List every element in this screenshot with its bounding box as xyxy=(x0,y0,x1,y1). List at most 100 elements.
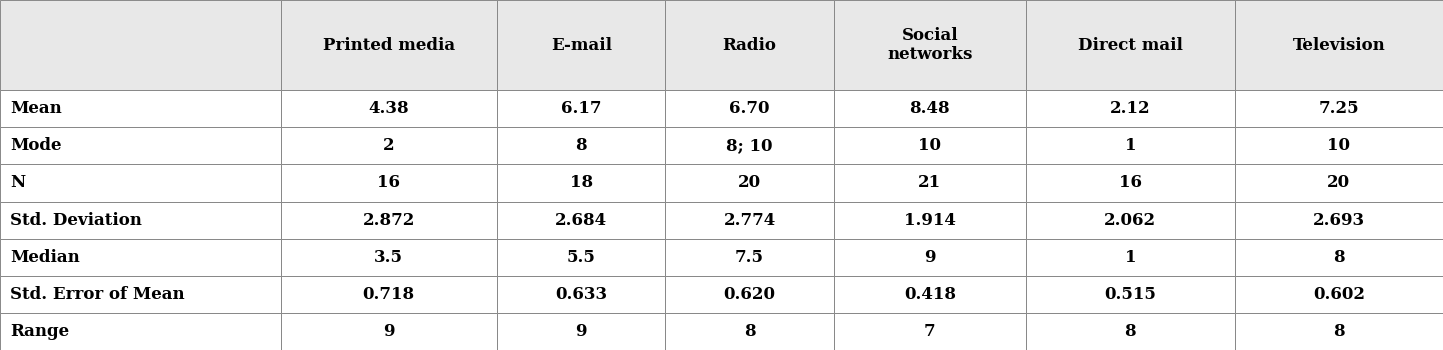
Bar xyxy=(0,164,280,202)
Text: 8: 8 xyxy=(743,323,755,340)
Bar xyxy=(1235,202,1443,239)
Bar xyxy=(280,164,496,202)
Bar xyxy=(496,127,665,164)
Text: 10: 10 xyxy=(918,137,941,154)
Text: Median: Median xyxy=(10,249,79,266)
Text: 2.12: 2.12 xyxy=(1110,100,1150,117)
Text: 4.38: 4.38 xyxy=(368,100,410,117)
Text: Radio: Radio xyxy=(723,37,776,54)
Bar xyxy=(0,239,280,276)
Text: 6.70: 6.70 xyxy=(729,100,769,117)
Text: Range: Range xyxy=(10,323,69,340)
Text: 0.633: 0.633 xyxy=(556,286,608,303)
Bar xyxy=(280,90,496,127)
Text: Television: Television xyxy=(1293,37,1385,54)
Bar xyxy=(665,90,834,127)
Bar xyxy=(496,90,665,127)
Text: 10: 10 xyxy=(1328,137,1351,154)
Text: 0.718: 0.718 xyxy=(362,286,416,303)
Bar xyxy=(1026,127,1235,164)
Bar xyxy=(665,164,834,202)
Text: 8: 8 xyxy=(1124,323,1136,340)
Bar xyxy=(1235,276,1443,313)
Bar xyxy=(1026,0,1235,90)
Bar xyxy=(1235,127,1443,164)
Text: N: N xyxy=(10,175,25,191)
Bar xyxy=(1235,239,1443,276)
Text: 2.062: 2.062 xyxy=(1104,212,1156,229)
Bar xyxy=(280,313,496,350)
Bar xyxy=(665,276,834,313)
Bar xyxy=(665,0,834,90)
Bar xyxy=(834,276,1026,313)
Bar xyxy=(496,276,665,313)
Bar xyxy=(834,0,1026,90)
Text: Mean: Mean xyxy=(10,100,62,117)
Bar xyxy=(280,127,496,164)
Bar xyxy=(496,0,665,90)
Text: 1: 1 xyxy=(1124,137,1136,154)
Text: 7.5: 7.5 xyxy=(734,249,763,266)
Bar xyxy=(834,239,1026,276)
Bar xyxy=(665,239,834,276)
Bar xyxy=(0,313,280,350)
Bar xyxy=(1235,164,1443,202)
Bar xyxy=(0,202,280,239)
Text: 9: 9 xyxy=(576,323,587,340)
Bar xyxy=(834,164,1026,202)
Bar xyxy=(1026,276,1235,313)
Bar xyxy=(1026,239,1235,276)
Text: 8: 8 xyxy=(576,137,587,154)
Text: 8; 10: 8; 10 xyxy=(726,137,773,154)
Bar xyxy=(665,202,834,239)
Text: 8: 8 xyxy=(1333,323,1345,340)
Bar xyxy=(665,127,834,164)
Bar xyxy=(665,313,834,350)
Text: 8: 8 xyxy=(1333,249,1345,266)
Text: Printed media: Printed media xyxy=(323,37,455,54)
Text: 0.515: 0.515 xyxy=(1104,286,1156,303)
Text: 2.774: 2.774 xyxy=(723,212,776,229)
Text: Direct mail: Direct mail xyxy=(1078,37,1183,54)
Text: 9: 9 xyxy=(924,249,935,266)
Text: 5.5: 5.5 xyxy=(567,249,596,266)
Bar xyxy=(280,239,496,276)
Text: 16: 16 xyxy=(1118,175,1141,191)
Text: 9: 9 xyxy=(382,323,394,340)
Bar xyxy=(834,127,1026,164)
Bar xyxy=(0,0,280,90)
Text: 2: 2 xyxy=(382,137,394,154)
Bar xyxy=(0,127,280,164)
Text: 3.5: 3.5 xyxy=(374,249,403,266)
Bar xyxy=(1235,90,1443,127)
Bar xyxy=(1026,202,1235,239)
Bar xyxy=(834,313,1026,350)
Text: 1: 1 xyxy=(1124,249,1136,266)
Bar xyxy=(1026,313,1235,350)
Bar xyxy=(1026,90,1235,127)
Text: 0.418: 0.418 xyxy=(903,286,955,303)
Text: 0.620: 0.620 xyxy=(723,286,775,303)
Bar xyxy=(496,313,665,350)
Bar xyxy=(280,202,496,239)
Text: E-mail: E-mail xyxy=(551,37,612,54)
Bar xyxy=(496,202,665,239)
Text: 1.914: 1.914 xyxy=(903,212,955,229)
Text: 6.17: 6.17 xyxy=(561,100,602,117)
Bar xyxy=(834,90,1026,127)
Text: 2.684: 2.684 xyxy=(556,212,608,229)
Text: 0.602: 0.602 xyxy=(1313,286,1365,303)
Text: 2.693: 2.693 xyxy=(1313,212,1365,229)
Text: 16: 16 xyxy=(377,175,400,191)
Text: Mode: Mode xyxy=(10,137,62,154)
Text: 7: 7 xyxy=(924,323,935,340)
Bar xyxy=(0,90,280,127)
Text: Social
networks: Social networks xyxy=(887,27,973,63)
Text: 18: 18 xyxy=(570,175,593,191)
Bar xyxy=(1235,0,1443,90)
Bar xyxy=(1026,164,1235,202)
Bar xyxy=(496,239,665,276)
Bar xyxy=(0,276,280,313)
Bar xyxy=(280,276,496,313)
Bar xyxy=(834,202,1026,239)
